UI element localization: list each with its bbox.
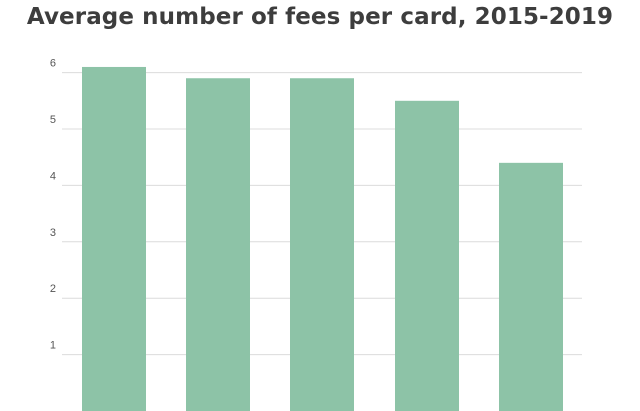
bars — [82, 66, 563, 411]
bar-1 — [82, 66, 146, 411]
y-tick-label-1: 1 — [50, 340, 56, 352]
y-tick-label-4: 4 — [50, 170, 56, 182]
y-tick-label-3: 3 — [50, 227, 56, 239]
y-tick-label-6: 6 — [50, 58, 56, 70]
y-tick-label-2: 2 — [50, 283, 56, 295]
bar-2 — [186, 78, 250, 411]
y-tick-label-5: 5 — [50, 114, 56, 126]
bar-5 — [499, 162, 563, 411]
y-axis-ticks: 1 2 3 4 5 6 — [50, 58, 56, 352]
bar-3 — [290, 78, 354, 411]
bar-4 — [395, 100, 459, 411]
chart-title: Average number of fees per card, 2015-20… — [26, 4, 614, 30]
